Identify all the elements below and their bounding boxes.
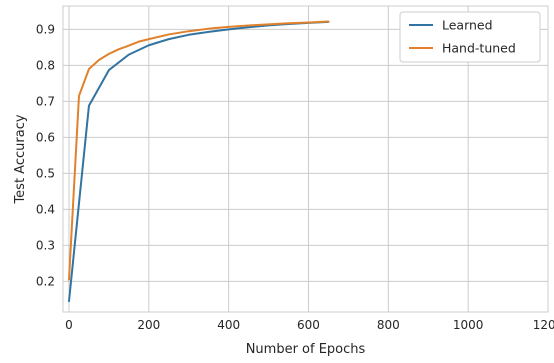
y-tick-label: 0.5 bbox=[36, 166, 55, 180]
grid bbox=[62, 5, 549, 313]
x-tick-label: 400 bbox=[217, 318, 240, 332]
x-tick-label: 600 bbox=[297, 318, 320, 332]
y-tick-label: 0.8 bbox=[36, 58, 55, 72]
y-tick-label: 0.7 bbox=[36, 94, 55, 108]
x-tick-label: 200 bbox=[137, 318, 160, 332]
y-axis-label: Test Accuracy bbox=[13, 114, 28, 204]
series-line-learned bbox=[67, 20, 330, 303]
legend-box bbox=[399, 11, 541, 63]
y-tick-label: 0.4 bbox=[36, 202, 55, 216]
y-tick-label: 0.2 bbox=[36, 274, 55, 288]
x-axis-label: Number of Epochs bbox=[246, 342, 366, 357]
x-tick-label: 800 bbox=[377, 318, 400, 332]
legend-label: Hand-tuned bbox=[442, 41, 516, 56]
x-tick-label: 1000 bbox=[453, 318, 484, 332]
y-tick-label: 0.3 bbox=[36, 238, 55, 252]
series-lines bbox=[67, 20, 330, 303]
y-tick-label: 0.6 bbox=[36, 130, 55, 144]
legend-label: Learned bbox=[442, 18, 493, 33]
legend: Learned Hand-tuned bbox=[399, 11, 541, 63]
y-tick-label: 0.9 bbox=[36, 22, 55, 36]
x-tick-label: 0 bbox=[65, 318, 73, 332]
legend-items: Learned Hand-tuned bbox=[409, 18, 516, 56]
series-line-hand-tuned bbox=[67, 20, 330, 281]
